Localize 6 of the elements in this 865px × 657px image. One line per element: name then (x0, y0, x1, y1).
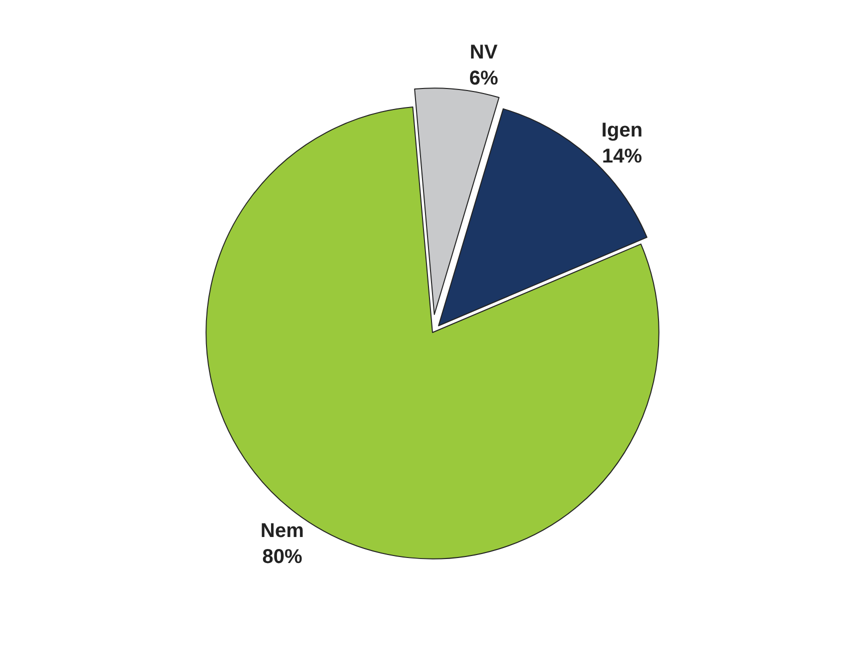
slice-label: NV (470, 41, 498, 64)
data-label: 6% (469, 67, 498, 90)
slice-label: Igen (601, 120, 643, 142)
data-label: 14% (602, 146, 642, 168)
slice-label: Nem (260, 520, 304, 542)
data-label: 80% (262, 546, 302, 568)
